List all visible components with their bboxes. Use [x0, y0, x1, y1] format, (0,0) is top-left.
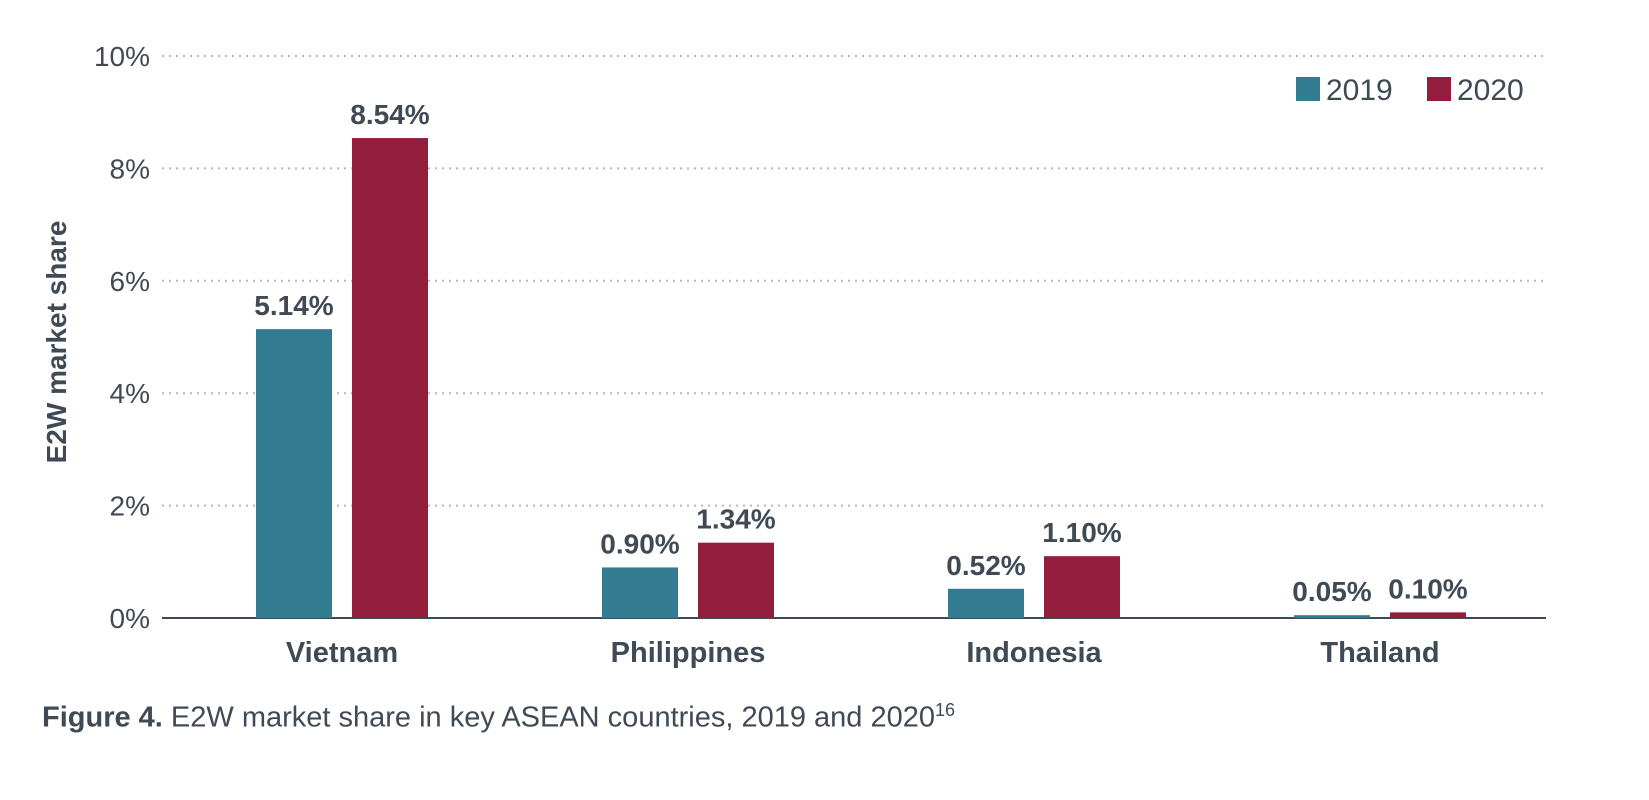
bar-2019-vietnam: [256, 329, 332, 618]
bar-2019-thailand: [1294, 615, 1370, 618]
data-label: 0.90%: [600, 528, 679, 559]
caption-footnote-ref: 16: [935, 700, 956, 720]
bar-2020-indonesia: [1044, 556, 1120, 618]
y-tick-label: 6%: [110, 266, 150, 297]
legend-swatch-2019: [1296, 77, 1320, 101]
bar-2020-thailand: [1390, 612, 1466, 618]
bar-2020-vietnam: [352, 138, 428, 618]
x-category-label: Philippines: [611, 637, 766, 669]
caption-text: E2W market share in key ASEAN countries,…: [162, 701, 935, 734]
y-tick-label: 4%: [110, 378, 150, 409]
y-tick-label: 2%: [110, 491, 150, 522]
bar-2019-indonesia: [948, 588, 1024, 618]
x-category-label: Thailand: [1320, 637, 1439, 669]
legend: 2019 2020: [1296, 74, 1524, 107]
bar-2019-philippines: [602, 567, 678, 618]
x-category-label: Vietnam: [286, 637, 398, 669]
figure-caption: Figure 4. E2W market share in key ASEAN …: [42, 700, 955, 735]
data-label: 8.54%: [350, 99, 429, 130]
figure-number: Figure 4.: [42, 701, 163, 734]
bar-2020-philippines: [698, 542, 774, 618]
y-tick-label: 0%: [110, 603, 150, 634]
legend-swatch-2020: [1427, 77, 1451, 101]
legend-label-2020: 2020: [1457, 74, 1524, 107]
category-labels: Vietnam Philippines Indonesia Thailand: [286, 637, 1440, 669]
data-label: 0.52%: [946, 550, 1025, 581]
legend-label-2019: 2019: [1326, 74, 1393, 107]
data-label: 5.14%: [254, 290, 333, 321]
y-tick-label: 10%: [94, 41, 150, 72]
y-tick-label: 8%: [110, 153, 150, 184]
bars: [256, 138, 1466, 618]
data-label: 0.10%: [1388, 573, 1467, 604]
y-axis-title: E2W market share: [41, 221, 72, 464]
data-label: 1.34%: [696, 504, 775, 535]
data-label: 0.05%: [1292, 576, 1371, 607]
data-labels: 5.14% 8.54% 0.90% 1.34% 0.52% 1.10% 0.05% 0.10%: [254, 99, 1467, 607]
y-tick-labels: 0% 2% 4% 6% 8% 10%: [94, 41, 150, 634]
x-category-label: Indonesia: [966, 637, 1102, 669]
data-label: 1.10%: [1042, 517, 1121, 548]
